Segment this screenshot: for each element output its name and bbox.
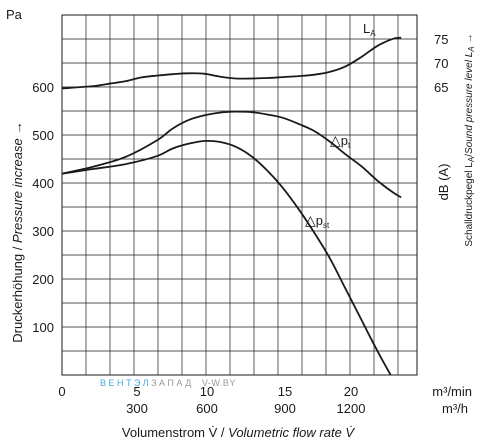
y-unit-label: Pa [6, 7, 23, 22]
x-tick-label: 900 [274, 401, 296, 416]
y-tick-label: 100 [32, 320, 54, 335]
la-curve-label: LA [363, 21, 376, 38]
y-axis-title: Druckerhöhung / Pressure increase→ [10, 121, 25, 343]
y-axis-ticks: 100 200 300 400 500 600 [32, 80, 54, 335]
x-tick-label: 300 [126, 401, 148, 416]
x-axis-ticks-m3min: 0 5 10 15 20 [58, 384, 358, 399]
la-curve [62, 36, 402, 90]
x-tick-label: 5 [133, 384, 140, 399]
watermark-text: ВЕНТЭЛЗАПАД V-W.BY [100, 378, 236, 388]
chart-grid [62, 15, 417, 375]
y-tick-label: 500 [32, 128, 54, 143]
y-right-tick-label: 65 [434, 80, 448, 95]
x-unit-m3min: m³/min [432, 384, 472, 399]
y-tick-label: 200 [32, 272, 54, 287]
x-tick-label: 20 [344, 384, 358, 399]
curve-layer [62, 36, 402, 375]
watermark: ВЕНТЭЛЗАПАД V-W.BY [100, 378, 236, 388]
y-right-unit-label: dB (A) [436, 164, 451, 201]
x-tick-label: 1200 [337, 401, 366, 416]
y-right-tick-label: 70 [434, 56, 448, 71]
x-tick-label: 15 [278, 384, 292, 399]
pt-curve-label: △pt [330, 132, 351, 150]
x-tick-label: 600 [196, 401, 218, 416]
y-axis-right-ticks: 75 70 65 [434, 32, 448, 95]
y-tick-label: 300 [32, 224, 54, 239]
pst-curve-label: △pst [305, 212, 330, 230]
plot-frame [61, 14, 418, 376]
y-tick-label: 400 [32, 176, 54, 191]
x-unit-m3h: m³/h [442, 401, 468, 416]
pst-curve [62, 139, 392, 375]
x-axis-title: Volumenstrom V̇ / Volumetric flow rate V… [122, 425, 355, 440]
y-right-tick-label: 75 [434, 32, 448, 47]
x-axis-ticks-m3h: 300 600 900 1200 [126, 401, 365, 416]
y-axis-right-title: Schalldruckpegel LA/Sound pressure level… [464, 33, 476, 246]
x-tick-label: 0 [58, 384, 65, 399]
x-tick-label: 10 [200, 384, 214, 399]
pt-curve [62, 110, 402, 199]
y-tick-label: 600 [32, 80, 54, 95]
